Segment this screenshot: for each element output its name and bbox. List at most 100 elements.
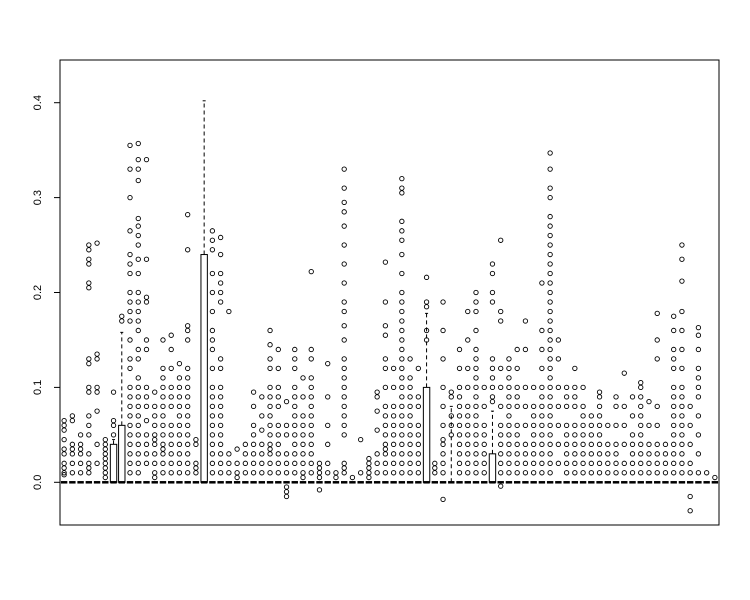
outlier-point xyxy=(143,294,150,300)
outlier-point xyxy=(341,166,347,172)
outlier-point xyxy=(292,451,298,457)
outlier-point xyxy=(547,375,553,381)
outlier-point xyxy=(308,470,314,476)
outlier-point xyxy=(275,422,281,429)
outlier-point xyxy=(102,451,108,457)
outlier-point xyxy=(275,451,281,457)
outlier-point xyxy=(605,470,611,476)
y-axis-ticks: 0.0 0.1 0.2 0.3 0.4 xyxy=(32,95,60,490)
outlier-point xyxy=(547,261,553,267)
outlier-point xyxy=(127,299,133,305)
outlier-point xyxy=(160,422,166,429)
outlier-point xyxy=(621,460,627,466)
outlier-point xyxy=(514,441,520,447)
outlier-point xyxy=(399,375,405,381)
outlier-point xyxy=(654,403,660,410)
outlier-point xyxy=(473,470,479,476)
outlier-point xyxy=(498,483,504,489)
outlier-point xyxy=(250,451,257,457)
outlier-point xyxy=(143,346,150,353)
boxplot-group xyxy=(571,365,579,484)
outlier-point xyxy=(679,394,685,400)
outlier-point xyxy=(86,432,92,438)
outlier-point xyxy=(456,394,463,400)
outlier-point xyxy=(292,460,298,466)
outlier-point xyxy=(185,441,191,447)
outlier-point xyxy=(61,436,67,443)
outlier-point xyxy=(135,460,141,466)
boxplot-group xyxy=(357,436,364,484)
boxplot-group xyxy=(579,384,587,484)
outlier-point xyxy=(506,422,512,429)
outlier-point xyxy=(250,422,257,429)
outlier-point xyxy=(522,422,529,429)
outlier-point xyxy=(695,432,702,438)
outlier-point xyxy=(308,451,314,457)
outlier-point xyxy=(588,413,594,419)
outlier-point xyxy=(695,346,702,353)
outlier-point xyxy=(267,394,273,400)
outlier-point xyxy=(547,242,553,248)
boxplot-group xyxy=(60,417,68,484)
outlier-point xyxy=(292,365,298,372)
outlier-point xyxy=(168,365,174,372)
outlier-point xyxy=(143,451,150,457)
outlier-point xyxy=(514,384,520,391)
outlier-point xyxy=(283,470,290,476)
outlier-point xyxy=(390,460,397,466)
outlier-point xyxy=(94,408,100,414)
outlier-point xyxy=(152,413,158,419)
outlier-point xyxy=(572,365,578,372)
outlier-point xyxy=(185,451,191,457)
outlier-point xyxy=(209,384,216,391)
outlier-point xyxy=(506,451,512,457)
outlier-point xyxy=(563,441,570,447)
outlier-point xyxy=(300,394,306,400)
outlier-point xyxy=(440,356,446,362)
outlier-point xyxy=(638,441,644,447)
outlier-point xyxy=(176,403,183,410)
outlier-point xyxy=(531,403,537,410)
outlier-point xyxy=(69,451,76,457)
outlier-point xyxy=(687,460,693,466)
outlier-point xyxy=(547,394,553,400)
boxplot-group xyxy=(102,436,109,484)
outlier-point xyxy=(415,460,421,466)
outlier-point xyxy=(613,403,619,410)
outlier-point xyxy=(185,384,191,391)
outlier-point xyxy=(292,470,298,476)
outlier-point xyxy=(341,384,347,391)
outlier-point xyxy=(94,460,100,466)
outlier-point xyxy=(86,460,92,466)
outlier-point xyxy=(209,337,216,343)
outlier-point xyxy=(514,346,520,353)
outlier-point xyxy=(267,384,273,391)
outlier-point xyxy=(596,451,603,457)
boxplot-group xyxy=(159,337,167,484)
outlier-point xyxy=(77,446,84,452)
outlier-point xyxy=(456,365,463,372)
outlier-point xyxy=(160,403,166,410)
box xyxy=(109,443,118,483)
outlier-point xyxy=(135,299,141,305)
outlier-point xyxy=(506,403,512,410)
outlier-point xyxy=(110,422,117,429)
outlier-point xyxy=(209,403,216,410)
outlier-point xyxy=(259,441,265,447)
outlier-point xyxy=(292,441,298,447)
outlier-point xyxy=(547,166,553,172)
outlier-point xyxy=(522,346,529,353)
outlier-point xyxy=(94,384,100,391)
outlier-point xyxy=(209,451,216,457)
outlier-point xyxy=(275,432,281,438)
outlier-point xyxy=(308,432,314,438)
outlier-point xyxy=(283,489,290,495)
outlier-point xyxy=(308,346,314,353)
outlier-point xyxy=(135,177,141,184)
outlier-point xyxy=(135,403,141,410)
outlier-point xyxy=(506,413,512,419)
outlier-point xyxy=(341,209,347,215)
outlier-point xyxy=(160,394,166,400)
outlier-point xyxy=(341,470,347,476)
outlier-point xyxy=(440,470,446,476)
